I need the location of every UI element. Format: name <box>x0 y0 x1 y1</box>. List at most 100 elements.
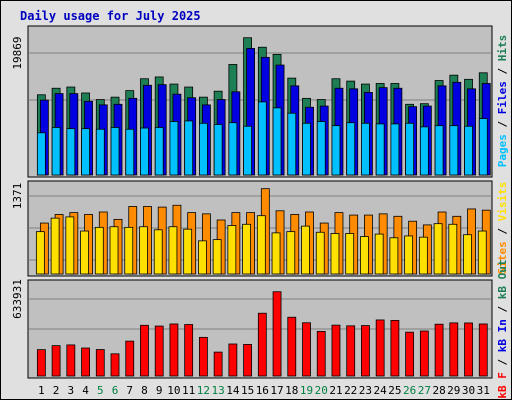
legend-hits: Hits <box>496 35 509 62</box>
day-label-29: 29 <box>447 384 460 397</box>
kbytes-bar-day-7 <box>125 340 135 377</box>
day-label-6: 6 <box>112 384 119 397</box>
visits-bar-day-11 <box>183 228 193 275</box>
day-label-13: 13 <box>212 384 225 397</box>
kbytes-bar-day-8 <box>140 324 149 377</box>
pages-bar-day-3 <box>66 128 76 176</box>
day-label-23: 23 <box>359 384 372 397</box>
kbytes-bar-day-26 <box>405 331 415 377</box>
visits-bar-day-17 <box>271 232 281 275</box>
visits-bar-day-31 <box>477 230 487 275</box>
kbytes-bar-day-9 <box>154 325 164 377</box>
visits-bar-day-27 <box>418 236 428 275</box>
visits-bar-day-16 <box>256 215 266 275</box>
pages-bar-day-26 <box>405 122 415 176</box>
day-label-20: 20 <box>315 384 328 397</box>
kbytes-bar-day-17 <box>272 291 282 377</box>
kbytes-bar-day-2 <box>51 345 61 377</box>
panel-visits-ytick: 1371 <box>11 183 24 210</box>
day-label-7: 7 <box>126 384 133 397</box>
kbytes-bar-day-19 <box>302 322 311 377</box>
pages-bar-day-30 <box>464 125 473 176</box>
pages-bar-day-4 <box>81 128 90 176</box>
visits-bar-day-13 <box>212 239 222 275</box>
pages-bar-day-16 <box>257 101 267 176</box>
panel-visits-legend: Sites / Visits <box>496 182 509 275</box>
day-label-21: 21 <box>329 384 342 397</box>
pages-bar-day-23 <box>361 122 370 176</box>
day-label-24: 24 <box>374 384 388 397</box>
visits-bar-day-3 <box>65 216 75 275</box>
visits-bar-day-19 <box>301 225 310 275</box>
panel-hits-ytick: 19869 <box>11 36 24 69</box>
kbytes-bar-day-23 <box>361 325 370 377</box>
day-label-16: 16 <box>256 384 269 397</box>
visits-bar-day-20 <box>315 231 325 275</box>
visits-bar-day-21 <box>330 233 340 275</box>
visits-bar-day-6 <box>109 226 119 275</box>
kbytes-bar-day-11 <box>184 324 194 377</box>
day-label-19: 19 <box>300 384 313 397</box>
pages-bar-day-21 <box>331 125 341 176</box>
pages-bar-day-8 <box>140 127 149 176</box>
day-label-12: 12 <box>197 384 210 397</box>
day-axis-labels: 1 2 3 4 5 6 7 8 9 10 11 12 13 14 15 16 17 18 19 20 21 22 23 24 2… <box>38 384 490 397</box>
day-label-9: 9 <box>156 384 163 397</box>
panel-kbytes-bars <box>36 291 488 377</box>
legend-sites: Sites <box>496 241 509 274</box>
kbytes-bar-day-31 <box>478 323 488 377</box>
pages-bar-day-22 <box>346 122 356 176</box>
panel-kbytes-legend: kB F / kB In / kB Out <box>496 259 509 398</box>
pages-bar-day-12 <box>198 122 208 176</box>
pages-bar-day-11 <box>184 120 194 176</box>
legend-files: Files <box>496 81 509 114</box>
kbytes-bar-day-1 <box>36 349 46 377</box>
day-label-4: 4 <box>82 384 89 397</box>
kbytes-bar-day-10 <box>169 323 179 377</box>
day-label-31: 31 <box>477 384 490 397</box>
visits-bar-day-22 <box>345 233 355 275</box>
day-label-11: 11 <box>182 384 195 397</box>
pages-bar-day-14 <box>228 122 238 176</box>
pages-bar-day-29 <box>449 125 459 176</box>
legend-visits: Visits <box>496 182 509 222</box>
pages-bar-day-15 <box>243 125 252 176</box>
pages-bar-day-7 <box>125 128 135 176</box>
pages-bar-day-28 <box>434 125 444 176</box>
visits-bar-day-4 <box>80 230 89 275</box>
kbytes-bar-day-6 <box>110 353 120 377</box>
pages-bar-day-24 <box>375 123 385 176</box>
visits-bar-day-2 <box>50 217 60 275</box>
day-label-27: 27 <box>418 384 431 397</box>
legend-kb-out: kB Out <box>496 259 509 299</box>
day-label-8: 8 <box>141 384 148 397</box>
kbytes-bar-day-25 <box>390 320 400 377</box>
legend-kb-in: kB In <box>496 319 509 352</box>
visits-bar-day-30 <box>463 234 472 275</box>
kbytes-bar-day-20 <box>316 330 326 377</box>
day-label-30: 30 <box>462 384 475 397</box>
day-label-10: 10 <box>167 384 180 397</box>
visits-bar-day-25 <box>389 237 399 275</box>
kbytes-bar-day-29 <box>449 322 459 377</box>
panel-visits-bars <box>35 188 491 275</box>
kbytes-bar-day-3 <box>66 344 76 377</box>
visits-bar-day-29 <box>448 223 458 275</box>
kbytes-bar-day-24 <box>375 319 385 377</box>
pages-bar-day-25 <box>390 123 400 176</box>
pages-bar-day-5 <box>95 128 105 176</box>
panel-hits-bars <box>36 37 491 176</box>
kbytes-bar-day-5 <box>95 349 105 377</box>
kbytes-bar-day-4 <box>81 347 90 377</box>
visits-bar-day-5 <box>94 226 104 275</box>
kbytes-bar-day-18 <box>287 316 297 377</box>
visits-bar-day-1 <box>35 231 45 275</box>
pages-bar-day-10 <box>169 121 179 176</box>
visits-bar-day-12 <box>197 240 207 275</box>
kbytes-bar-day-27 <box>419 330 429 377</box>
legend-kb-f: kB F <box>496 372 509 399</box>
day-label-1: 1 <box>38 384 45 397</box>
kbytes-bar-day-14 <box>228 343 238 377</box>
day-label-18: 18 <box>285 384 298 397</box>
visits-bar-day-7 <box>124 226 134 275</box>
